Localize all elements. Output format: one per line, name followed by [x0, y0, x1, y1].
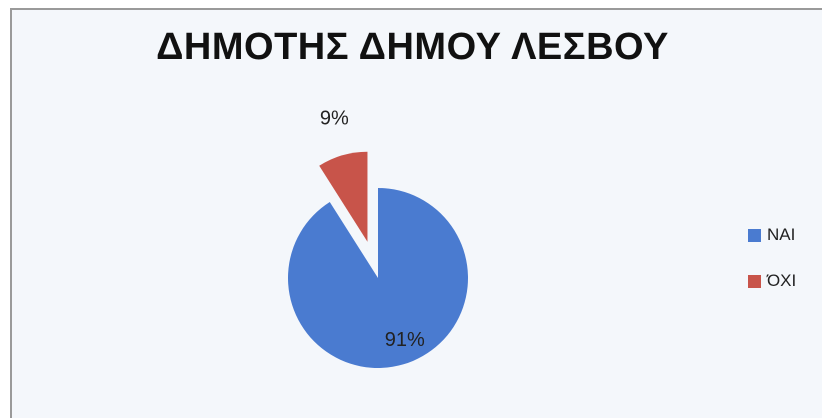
- pie-label-nai: 91%: [385, 329, 425, 351]
- legend-swatch-nai: [748, 228, 761, 242]
- pie-label-ochi: 9%: [320, 108, 349, 130]
- legend-label-nai: ΝΑΙ: [767, 225, 796, 244]
- pie-slice-nai: [287, 188, 468, 368]
- legend-item-nai: ΝΑΙ: [748, 222, 796, 248]
- legend-label-ochi: ΌΧΙ: [767, 271, 797, 290]
- legend-item-ochi: ΌΧΙ: [748, 268, 796, 294]
- legend-swatch-ochi: [748, 274, 761, 288]
- chart-title: ΔΗΜΟΤΗΣ ΔΗΜΟΥ ΛΕΣΒΟΥ: [156, 26, 669, 68]
- legend: ΝΑΙ ΌΧΙ: [748, 222, 796, 314]
- pie-slice-ochi: [319, 151, 368, 242]
